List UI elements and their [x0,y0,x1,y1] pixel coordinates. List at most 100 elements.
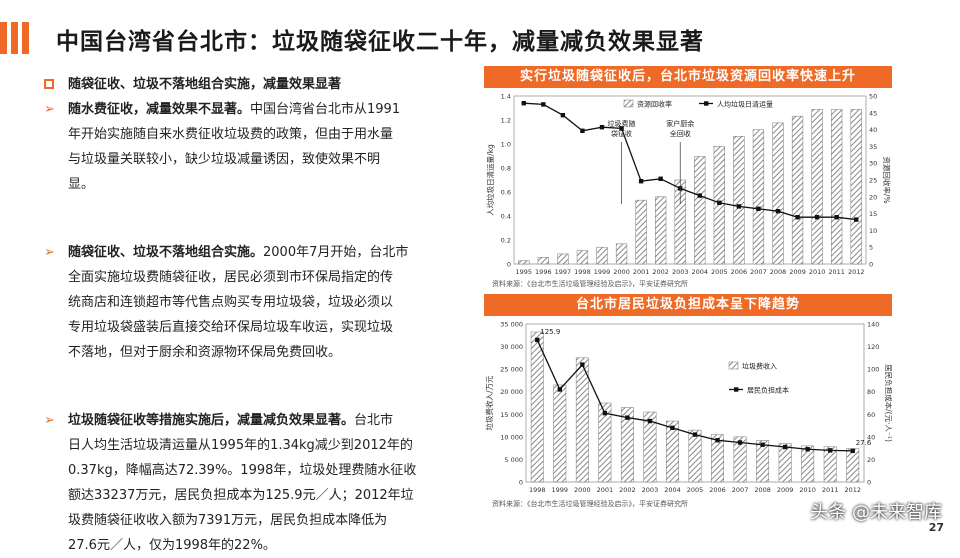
x-tick-label: 2004 [664,486,681,494]
line-point [625,415,630,420]
y2-tick-label: 60 [867,411,875,419]
legend-bar-swatch [728,361,739,370]
bar-mark [518,260,530,265]
annotation-text: 全回收 [670,129,691,138]
x-tick-label: 2003 [642,486,659,494]
y-tick-label: 1.0 [501,141,511,149]
bar-mark [801,445,815,483]
line-point [854,217,859,222]
bar-mark [694,156,706,265]
bar-mark [756,440,770,483]
y2-tick-label: 20 [867,456,875,464]
summary-heading: 随袋征收、垃圾不落地组合实施，减量效果显著 [44,72,444,97]
bar-mark [831,109,843,265]
bar-mark [575,357,589,483]
y2-tick-label: 35 [869,143,877,151]
line-point [638,179,644,184]
annotation-text: 家户厨余 [666,119,694,128]
line-point [602,410,608,416]
y2-tick-label: 0 [869,261,873,269]
line-point [599,125,605,130]
x-tick-label: 2001 [597,486,614,494]
y-tick-label: 0.6 [501,189,511,197]
chart-panel-burden: 台北市居民垃圾负担成本呈下降趋势 0 5 000 10 000 15 000 20 00… [484,294,894,509]
line-point [828,448,833,453]
y2-tick-label: 10 [869,227,877,235]
plot-frame [513,95,867,265]
bar-mark [557,253,569,265]
y-tick-label: 35 000 [500,321,523,329]
line-point [805,447,810,452]
bar-mark [598,402,612,483]
line-point [580,362,585,367]
bar-mark [791,115,804,265]
y2-tick-label: 20 [869,193,877,201]
line-point [658,176,663,181]
y2-tick-label: 5 [869,244,873,252]
bar-mark [713,146,725,265]
x-tick-label: 2010 [799,486,816,494]
page-number: 27 [928,521,944,534]
bar-mark [850,109,862,265]
line-point [715,438,720,443]
y2-tick-label: 100 [867,366,879,374]
legend-line-marker [704,101,709,106]
line-point [814,215,820,220]
x-tick-label: 1996 [535,268,552,276]
x-tick-label: 1997 [555,268,572,276]
line-point [521,101,526,106]
chart-1-heading: 实行垃圾随袋征收后，台北市垃圾资源回收率快速上升 [484,66,892,88]
bar-mark [711,434,724,483]
bar-mark [576,250,589,265]
arrow-bullet-icon: ➢ [44,245,55,260]
burden-chart: 0 5 000 10 000 15 000 20 000 25 000 30 000 35 0… [484,321,894,495]
line-point [692,432,698,437]
chart-2-heading: 台北市居民垃圾负担成本呈下降趋势 [484,294,892,316]
x-tick-label: 2002 [619,486,636,494]
bar-mark [733,436,747,483]
x-tick-label: 2008 [754,486,771,494]
y2-tick-label: 45 [869,109,877,117]
title-accent-bars [0,22,40,54]
line-point [756,206,761,211]
x-tick-label: 1998 [574,268,591,276]
chart-panel-recycling: 实行垃圾随袋征收后，台北市垃圾资源回收率快速上升 0 0.2 0.4 0.6 0.8 1.… [484,66,892,289]
legend-bar-label: 资源回收率 [637,100,672,109]
bar-mark [537,257,549,265]
y-tick-label: 20 000 [500,388,523,396]
bar-mark [733,136,745,265]
bar-mark [643,411,657,483]
bar-mark [811,109,823,265]
line-point [619,126,624,131]
bar-mark [666,420,679,483]
bar-mark [620,407,634,483]
square-bullet-icon [44,72,54,98]
y-tick-label: 25 000 [500,366,523,374]
line-point [795,215,800,220]
x-tick-label: 2009 [789,268,806,276]
y-tick-label: 1.4 [501,93,511,101]
line-point [541,102,546,107]
bar-mark [553,384,567,483]
y-tick-label: 0 [519,479,523,487]
watermark: 头条 @未来智库 [810,502,942,523]
page-title: 中国台湾省台北市：垃圾随袋征收二十年，减量减负效果显著 [56,29,704,55]
paragraph-2: ➢ 随袋征收、垃圾不落地组合实施。2000年7月开始，台北市 [44,240,444,265]
bar-mark [530,331,544,483]
y2-axis-title: 居民负担成本/(元·人⁻¹) [884,364,892,442]
x-tick-label: 1999 [594,268,611,276]
line-point [580,128,585,133]
x-tick-label: 2000 [613,268,630,276]
x-tick-label: 2011 [828,268,845,276]
legend-bar-label: 垃圾费收入 [742,362,777,371]
line-point [850,448,855,454]
y2-tick-label: 30 [869,160,877,168]
y-tick-label: 5 000 [504,456,523,464]
x-tick-label: 2010 [809,268,826,276]
legend-line-marker [734,387,739,392]
x-tick-label: 2009 [777,486,794,494]
data-label: 125.9 [540,328,560,336]
x-tick-label: 2005 [687,486,704,494]
paragraph-3: ➢ 垃圾随袋征收等措施实施后，减量减负效果显著。台北市 [44,408,444,433]
y2-tick-label: 40 [867,433,875,441]
